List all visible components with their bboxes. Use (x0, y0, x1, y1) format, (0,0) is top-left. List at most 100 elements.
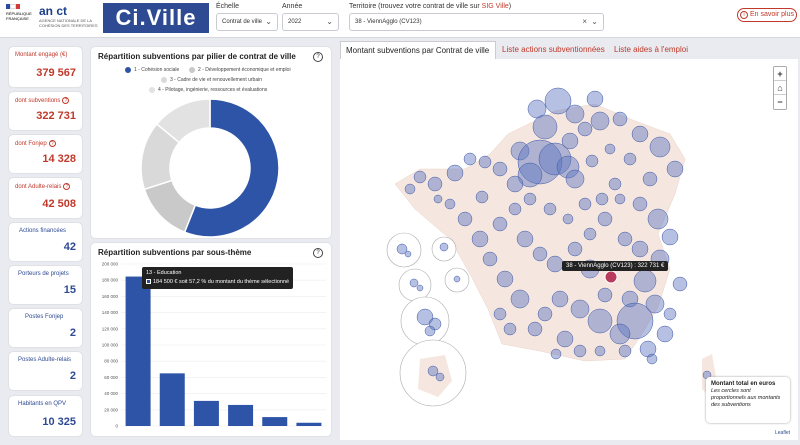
subvention-bubble[interactable] (409, 278, 419, 288)
subvention-bubble[interactable] (493, 307, 507, 321)
donut-slice[interactable] (183, 98, 280, 238)
annee-select[interactable]: 2022 ⌄ (282, 13, 339, 31)
subvention-bubble[interactable] (543, 202, 557, 216)
subvention-bubble[interactable] (492, 216, 508, 232)
legend-item[interactable]: 1 - Cohésion sociale (125, 67, 179, 73)
subvention-bubble[interactable] (532, 246, 548, 262)
subvention-bubble[interactable] (663, 307, 677, 321)
bar[interactable] (125, 276, 151, 426)
subvention-bubble[interactable] (517, 139, 563, 185)
subvention-bubble[interactable] (583, 227, 597, 241)
help-icon[interactable]: ? (62, 97, 70, 104)
subvention-bubble[interactable] (617, 231, 633, 247)
help-icon[interactable]: ? (63, 183, 71, 190)
tab-liste-actions[interactable]: Liste actions subventionnées (502, 45, 605, 54)
subvention-bubble[interactable] (585, 154, 599, 168)
subvention-bubble[interactable] (578, 197, 592, 211)
subvention-bubble[interactable] (597, 287, 613, 303)
territoire-select[interactable]: 38 - ViennAgglo (CV123) × ⌄ (349, 13, 604, 31)
subvention-bubble[interactable] (556, 155, 580, 179)
subvention-bubble[interactable] (594, 345, 606, 357)
subvention-bubble[interactable] (595, 192, 609, 206)
bar[interactable] (193, 400, 219, 426)
subvention-bubble[interactable] (517, 162, 543, 188)
subvention-bubble[interactable] (527, 321, 543, 337)
subvention-bubble[interactable] (573, 344, 587, 358)
subvention-bubble[interactable] (623, 152, 637, 166)
donut-slice[interactable] (155, 98, 211, 144)
bar[interactable] (159, 373, 185, 426)
subvention-bubble[interactable] (645, 294, 665, 314)
subvention-bubble[interactable] (492, 161, 508, 177)
bar[interactable] (262, 417, 288, 426)
subvention-bubble[interactable] (609, 323, 631, 345)
sig-ville-link[interactable]: SIG Ville (481, 3, 509, 10)
zoom-in-button[interactable]: + (774, 67, 786, 81)
donut-slice[interactable] (143, 179, 197, 234)
subvention-bubble[interactable] (471, 230, 489, 248)
en-savoir-plus-button[interactable]: i En savoir plus (737, 8, 797, 22)
subvention-bubble[interactable] (577, 121, 593, 137)
subvention-bubble[interactable] (537, 306, 553, 322)
help-icon[interactable]: ? (48, 140, 56, 147)
subvention-bubble[interactable] (506, 175, 524, 193)
subvention-bubble[interactable] (550, 348, 562, 360)
help-icon[interactable]: ? (313, 248, 323, 258)
subvention-bubble[interactable] (551, 290, 569, 308)
subvention-bubble[interactable] (631, 125, 649, 143)
subvention-bubble[interactable] (538, 142, 572, 176)
subvention-bubble[interactable] (503, 322, 517, 336)
subvention-bubble[interactable] (586, 90, 604, 108)
subvention-bubble[interactable] (404, 250, 412, 258)
help-icon[interactable]: ? (313, 52, 323, 62)
tab-liste-aides-emploi[interactable]: Liste aides à l'emploi (614, 45, 689, 54)
subvention-bubble[interactable] (661, 228, 679, 246)
legend-item[interactable]: 4 - Pilotage, ingénierie, ressources et … (149, 87, 267, 93)
subvention-bubble[interactable] (666, 160, 684, 178)
tab-montant-subventions[interactable]: Montant subventions par Contrat de ville (340, 41, 496, 59)
subvention-bubble[interactable] (544, 87, 572, 115)
subvention-bubble[interactable] (439, 242, 449, 252)
subvention-bubble[interactable] (446, 164, 464, 182)
bar[interactable] (296, 422, 322, 426)
subvention-bubble[interactable] (616, 302, 654, 340)
subvention-bubble[interactable] (427, 365, 439, 377)
subvention-bubble[interactable] (632, 196, 648, 212)
subvention-bubble[interactable] (567, 241, 583, 257)
subvention-bubble[interactable] (478, 155, 492, 169)
map[interactable] (340, 59, 798, 440)
subvention-bubble[interactable] (416, 308, 434, 326)
subvention-bubble[interactable] (516, 230, 534, 248)
subvention-bubble[interactable] (570, 299, 590, 319)
home-button[interactable]: ⌂ (774, 81, 786, 95)
subvention-bubble[interactable] (633, 269, 657, 293)
subvention-bubble[interactable] (612, 111, 628, 127)
subvention-bubble[interactable] (561, 132, 579, 150)
subvention-bubble[interactable] (672, 276, 688, 292)
subvention-bubble[interactable] (532, 114, 558, 140)
bar[interactable] (228, 404, 254, 426)
subvention-bubble[interactable] (604, 143, 616, 155)
leaflet-attribution[interactable]: Leaflet (775, 430, 791, 436)
subvention-bubble[interactable] (475, 190, 489, 204)
subvention-bubble[interactable] (649, 136, 671, 158)
zoom-out-button[interactable]: − (777, 97, 783, 107)
subvention-bubble[interactable] (565, 169, 585, 189)
subvention-bubble[interactable] (510, 289, 530, 309)
subvention-bubble[interactable] (457, 211, 473, 227)
subvention-bubble[interactable] (608, 177, 622, 191)
subvention-bubble[interactable] (590, 111, 610, 131)
subvention-bubble[interactable] (424, 325, 436, 337)
subvention-bubble[interactable] (433, 194, 443, 204)
subvention-bubble[interactable] (546, 255, 564, 273)
subvention-bubble[interactable] (463, 152, 477, 166)
subvention-bubble[interactable] (597, 211, 613, 227)
subvention-bubble[interactable] (556, 330, 574, 348)
subvention-bubble[interactable] (631, 240, 649, 258)
legend-item[interactable]: 2 - Développement économique et emploi (189, 67, 291, 73)
subvention-bubble[interactable] (496, 270, 514, 288)
legend-item[interactable]: 3 - Cadre de vie et renouvellement urbai… (161, 77, 262, 83)
map-canvas[interactable] (340, 59, 798, 440)
subvention-bubble[interactable] (453, 275, 461, 283)
subvention-bubble[interactable] (396, 243, 408, 255)
